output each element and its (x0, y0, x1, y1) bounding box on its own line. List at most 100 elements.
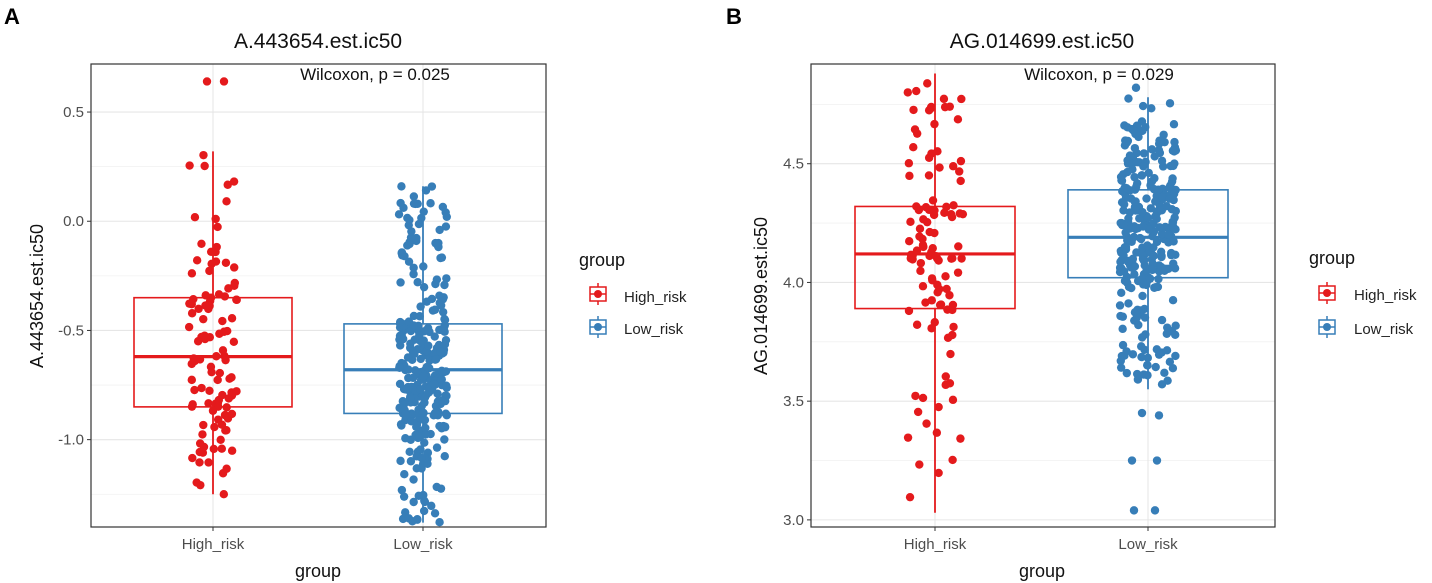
data-point (1164, 229, 1173, 239)
legend-key-high-risk (1318, 282, 1336, 304)
data-point (1139, 149, 1149, 158)
legend-title: group (579, 250, 625, 270)
data-point (426, 199, 435, 208)
plot-area: 3.0 3.5 4.0 4.5 High_risk Low_risk Wilcoxon, p… (783, 63, 1276, 553)
data-point (396, 456, 405, 466)
data-point (206, 247, 216, 257)
data-point (401, 410, 410, 419)
data-point (1138, 274, 1147, 284)
data-point (928, 244, 937, 253)
data-point (396, 278, 405, 287)
data-point (934, 402, 943, 412)
data-point (941, 372, 950, 381)
data-point (184, 322, 194, 332)
data-point (435, 225, 444, 235)
data-point (1130, 270, 1139, 279)
data-point (414, 219, 424, 229)
data-point (924, 205, 934, 215)
data-point (945, 379, 955, 388)
data-point (918, 393, 928, 403)
data-point (218, 390, 227, 400)
data-point (407, 227, 416, 236)
data-point (204, 399, 213, 408)
data-point (1139, 370, 1149, 379)
data-point (230, 278, 239, 288)
data-point (436, 347, 445, 356)
data-point (909, 105, 918, 115)
data-point (413, 514, 422, 524)
data-point (1169, 237, 1178, 246)
legend-key-point (1323, 289, 1331, 297)
data-point (211, 257, 221, 266)
data-point (927, 296, 937, 305)
data-point (420, 438, 429, 447)
data-point (919, 215, 928, 224)
data-point (1137, 408, 1147, 418)
data-point (421, 186, 431, 195)
data-point (222, 464, 231, 473)
data-point (193, 337, 203, 346)
data-point (440, 451, 449, 461)
data-point (197, 383, 206, 393)
data-point (946, 349, 955, 359)
data-point (924, 171, 934, 180)
data-point (195, 439, 205, 448)
data-point (408, 373, 418, 383)
data-point (416, 302, 425, 311)
data-point (924, 153, 934, 162)
data-point (943, 305, 952, 314)
data-point (956, 156, 966, 166)
data-point (924, 106, 934, 115)
data-point (914, 205, 924, 215)
data-point (1149, 185, 1159, 194)
data-point (904, 306, 914, 316)
data-point (953, 115, 963, 124)
data-point (912, 320, 922, 329)
plot-background (811, 64, 1275, 527)
data-point (420, 393, 430, 402)
data-point (223, 180, 232, 189)
data-point (1118, 324, 1127, 334)
data-point (941, 272, 950, 281)
data-point (431, 279, 440, 289)
data-point (224, 284, 233, 293)
data-point (1154, 350, 1164, 359)
data-point (1167, 177, 1177, 186)
data-point (1128, 350, 1138, 359)
data-point (956, 176, 965, 186)
data-point (930, 228, 939, 238)
data-point (427, 501, 436, 511)
data-point (419, 282, 429, 292)
data-point (409, 497, 418, 507)
data-point (1140, 345, 1149, 355)
data-point (412, 464, 421, 473)
data-point (189, 294, 198, 304)
data-point (1116, 363, 1126, 372)
data-point (1119, 200, 1129, 209)
data-point (935, 300, 945, 310)
data-point (220, 292, 230, 301)
data-point (930, 119, 939, 129)
data-point (1152, 456, 1162, 465)
data-point (1124, 94, 1133, 103)
data-point (1123, 136, 1133, 146)
data-point (212, 352, 221, 361)
data-point (957, 254, 966, 263)
data-point (1138, 207, 1147, 217)
data-point (435, 518, 444, 527)
data-point (427, 294, 437, 304)
data-point (227, 446, 237, 455)
data-point (1122, 347, 1131, 356)
data-point (1131, 197, 1140, 206)
data-point (190, 356, 200, 366)
data-point (1169, 161, 1178, 171)
data-point (230, 263, 239, 272)
data-point (940, 102, 950, 112)
data-point (1167, 248, 1176, 258)
data-point (1163, 323, 1172, 332)
data-point (1131, 83, 1141, 92)
data-point (1135, 233, 1145, 243)
data-point (1142, 280, 1151, 290)
data-point (918, 234, 927, 244)
data-point (419, 207, 428, 216)
